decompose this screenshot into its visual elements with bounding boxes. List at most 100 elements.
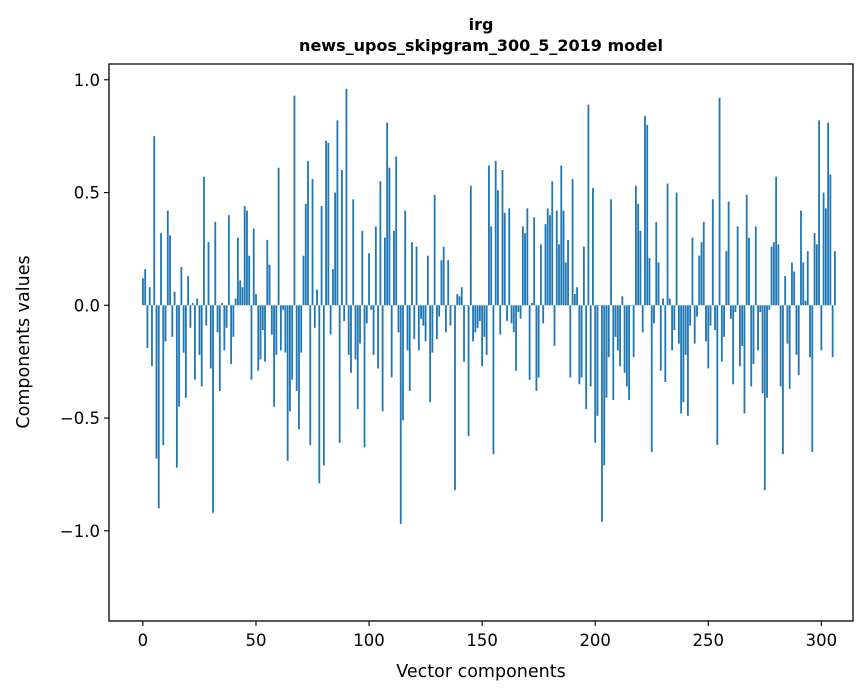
- bar-301: [822, 192, 825, 306]
- bar-195: [582, 246, 585, 306]
- bar-40: [232, 305, 235, 337]
- bar-188: [567, 239, 569, 306]
- bar-248: [702, 221, 705, 306]
- bar-15: [175, 305, 178, 468]
- bars-layer: [142, 88, 836, 525]
- bar-134: [445, 305, 447, 333]
- bar-90: [345, 88, 348, 306]
- bar-24: [196, 298, 199, 306]
- bar-253: [714, 305, 716, 331]
- bar-170: [526, 208, 529, 306]
- bar-115: [402, 305, 404, 421]
- x-tick-label: 100: [353, 631, 385, 650]
- bar-280: [775, 176, 778, 306]
- bar-190: [571, 179, 574, 306]
- bar-42: [237, 237, 239, 306]
- bar-305: [831, 305, 834, 358]
- bar-235: [673, 305, 676, 331]
- bar-166: [517, 305, 520, 313]
- bar-249: [705, 305, 707, 342]
- bar-127: [429, 305, 432, 403]
- bar-177: [542, 305, 545, 324]
- bar-303: [827, 122, 830, 306]
- bar-81: [325, 140, 327, 306]
- bar-227: [655, 221, 658, 306]
- bar-138: [454, 305, 456, 491]
- bar-266: [743, 305, 746, 414]
- bar-244: [693, 305, 696, 344]
- bar-120: [413, 305, 416, 340]
- bar-223: [646, 124, 649, 306]
- bar-72: [304, 203, 307, 306]
- bar-13: [171, 305, 174, 337]
- bar-91: [347, 305, 350, 355]
- bar-105: [379, 181, 382, 306]
- bar-238: [680, 305, 683, 414]
- bar-92: [350, 305, 352, 373]
- bar-184: [558, 244, 560, 306]
- bar-5: [153, 136, 156, 306]
- bar-7: [157, 305, 160, 509]
- bar-67: [293, 95, 296, 306]
- bar-151: [483, 305, 486, 337]
- bar-95: [356, 305, 359, 410]
- bar-217: [632, 305, 635, 358]
- bar-65: [289, 305, 291, 412]
- bar-44: [241, 287, 244, 306]
- bar-70: [300, 305, 303, 353]
- bar-55: [266, 239, 269, 306]
- bar-271: [754, 226, 757, 306]
- bar-201: [596, 305, 599, 416]
- bar-275: [763, 305, 766, 491]
- bar-113: [397, 305, 400, 333]
- bar-212: [621, 296, 624, 306]
- bar-101: [370, 305, 373, 310]
- bar-199: [592, 188, 594, 306]
- bar-175: [537, 305, 540, 378]
- bar-246: [698, 255, 701, 306]
- bar-17: [180, 266, 183, 306]
- bar-262: [734, 305, 737, 313]
- bar-126: [426, 255, 429, 306]
- bar-179: [546, 208, 549, 306]
- bar-100: [368, 253, 370, 306]
- chart-title-line-2: news_upos_skipgram_300_5_2019 model: [299, 36, 663, 55]
- bar-287: [791, 262, 793, 306]
- bar-133: [442, 246, 445, 306]
- bar-185: [560, 165, 563, 306]
- bar-264: [739, 305, 741, 367]
- bar-285: [786, 305, 789, 344]
- bar-107: [383, 237, 386, 306]
- bar-16: [178, 305, 181, 407]
- bar-226: [653, 305, 655, 324]
- plot-area-frame: [108, 63, 854, 622]
- y-axis-label: Components values: [14, 255, 34, 428]
- bar-131: [438, 305, 441, 317]
- bar-173: [533, 217, 536, 306]
- bar-136: [449, 305, 452, 326]
- bar-83: [329, 305, 332, 335]
- x-tick-label: 250: [693, 631, 725, 650]
- bar-241: [687, 305, 689, 416]
- y-axis-ticks: 1.0 0.5 0.0 −0.5 −1.0: [60, 71, 109, 541]
- bar-34: [218, 305, 221, 391]
- bar-232: [666, 183, 669, 306]
- bar-93: [352, 199, 355, 306]
- bar-254: [716, 305, 719, 446]
- bar-211: [619, 305, 621, 367]
- bar-124: [422, 305, 425, 326]
- bar-82: [327, 142, 330, 306]
- bar-63: [284, 305, 287, 353]
- bar-218: [635, 185, 637, 306]
- bar-123: [420, 305, 422, 319]
- bar-220: [639, 230, 642, 306]
- bar-86: [336, 120, 339, 306]
- bar-148: [476, 305, 479, 328]
- bar-284: [784, 275, 787, 306]
- bar-256: [720, 305, 723, 362]
- bar-22: [191, 303, 194, 306]
- bar-189: [569, 305, 572, 378]
- bar-3: [148, 287, 151, 306]
- bar-140: [458, 296, 461, 306]
